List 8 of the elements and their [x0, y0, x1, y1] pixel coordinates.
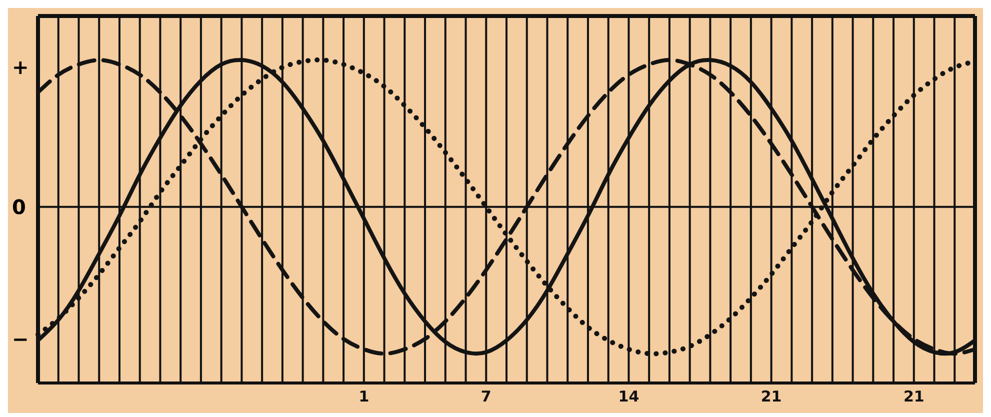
text: − [12, 326, 29, 351]
x-tick-label: 21 [903, 388, 924, 406]
text: 0 [12, 194, 26, 219]
x-tick-label: 14 [618, 388, 640, 406]
x-tick-label: 7 [480, 388, 492, 406]
x-tick-label: 1 [358, 388, 370, 406]
text: + [12, 55, 29, 80]
x-tick-label: 21 [760, 388, 782, 406]
